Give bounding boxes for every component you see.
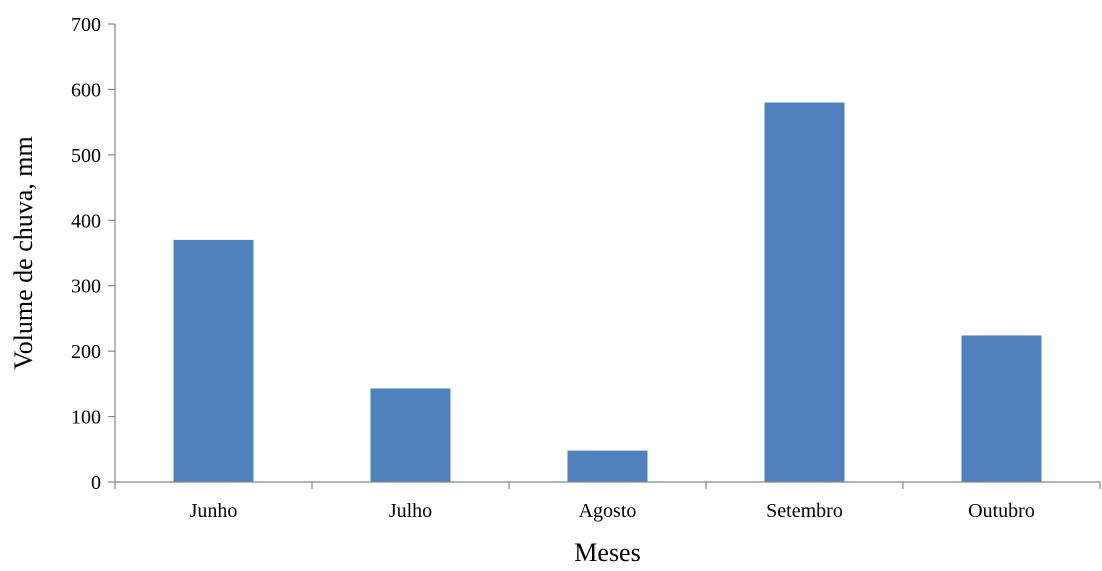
bar-agosto [567, 450, 648, 482]
bar-series [173, 102, 1042, 482]
x-tick-label: Outubro [968, 500, 1035, 522]
bar-outubro [961, 335, 1042, 482]
y-tick-label: 200 [71, 341, 101, 363]
x-axis-tick-labels: Junho Julho Agosto Setembro Outubro [190, 500, 1035, 522]
x-tick-label: Setembro [766, 500, 843, 522]
y-tick-label: 500 [71, 145, 101, 167]
y-tick-label: 700 [71, 14, 101, 36]
y-axis-tick-labels: 0 100 200 300 400 500 600 700 [71, 14, 101, 494]
x-tick-label: Julho [389, 500, 432, 522]
bar-junho [173, 239, 254, 482]
x-tick-label: Junho [190, 500, 238, 522]
y-tick-label: 0 [91, 472, 101, 494]
y-tick-label: 600 [71, 79, 101, 101]
x-axis-ticks [114, 482, 1101, 489]
y-tick-label: 100 [71, 407, 101, 429]
bar-julho [370, 388, 451, 482]
x-tick-label: Agosto [579, 500, 637, 522]
x-axis-title: Meses [574, 538, 640, 567]
bar-setembro [764, 102, 845, 482]
y-tick-label: 300 [71, 276, 101, 298]
y-tick-label: 400 [71, 210, 101, 232]
y-axis-ticks [108, 23, 115, 483]
y-axis-title: Volume de chuva, mm [9, 136, 38, 369]
